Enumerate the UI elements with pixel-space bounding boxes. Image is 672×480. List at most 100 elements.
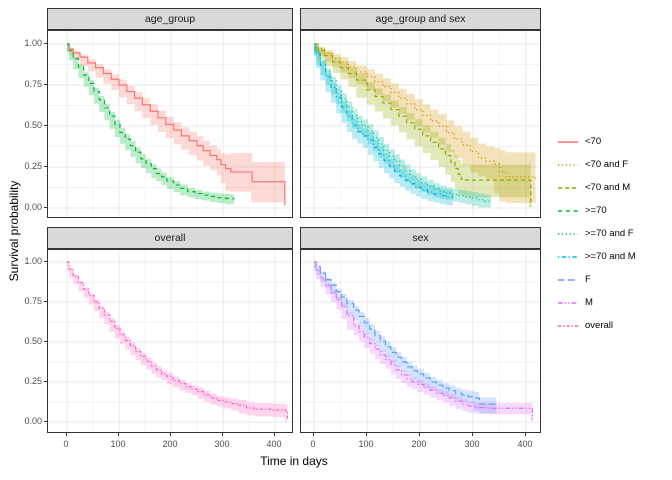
legend-key-line-ge70_F xyxy=(558,232,578,235)
confidence-band-overall xyxy=(67,262,288,422)
y-axis-tick xyxy=(44,260,47,262)
x-axis-tick xyxy=(273,433,275,436)
y-tick-label: 1.00 xyxy=(24,256,42,266)
x-axis-tick xyxy=(65,433,67,436)
x-axis-tick xyxy=(418,433,420,436)
legend-key-line-overall xyxy=(558,324,578,327)
confidence-band-M xyxy=(314,262,533,422)
x-tick-label: 200 xyxy=(162,439,178,449)
legend-key-line-ge70 xyxy=(558,209,578,212)
confidence-band-ge70_F xyxy=(314,44,492,208)
y-tick-label: 0.00 xyxy=(24,202,42,212)
facet-strip: sex xyxy=(300,227,541,249)
legend-label: overall xyxy=(585,320,613,331)
y-tick-label: 0.75 xyxy=(24,296,42,306)
plot-panel xyxy=(47,249,293,433)
y-axis-tick xyxy=(44,124,47,126)
legend-item-overall: overall xyxy=(558,314,636,337)
survival-curve-lt70_M xyxy=(314,43,532,207)
x-axis-tick xyxy=(471,433,473,436)
confidence-band-F xyxy=(314,262,497,414)
legend-key-line-M xyxy=(558,301,578,304)
x-axis-tick xyxy=(312,433,314,436)
y-tick-label: 0.25 xyxy=(24,376,42,386)
legend-key-line-lt70_F xyxy=(558,163,578,166)
survival-curves-svg xyxy=(301,31,540,217)
plot-panel xyxy=(47,30,293,218)
x-tick-label: 0 xyxy=(310,439,316,449)
y-tick-label: 0.50 xyxy=(24,120,42,130)
survival-curve-M xyxy=(314,261,533,421)
x-axis-tick xyxy=(524,433,526,436)
x-tick-label: 100 xyxy=(110,439,126,449)
legend-label: F xyxy=(585,274,591,285)
survival-curve-lt70 xyxy=(67,43,286,205)
survival-curve-ge70_M xyxy=(314,43,454,199)
y-tick-label: 0.25 xyxy=(24,161,42,171)
y-axis-tick xyxy=(44,42,47,44)
legend-label: <70 and M xyxy=(585,182,631,193)
y-tick-label: 0.50 xyxy=(24,336,42,346)
x-axis-title: Time in days xyxy=(260,454,328,468)
survival-curves-svg xyxy=(301,250,540,432)
x-tick-label: 100 xyxy=(358,439,374,449)
y-axis-title: Survival probability xyxy=(7,180,21,282)
facet-strip: age_group and sex xyxy=(300,8,541,30)
facet-label: age_group xyxy=(144,13,196,25)
legend-key-line-ge70_M xyxy=(558,255,578,258)
facet-strip: age_group xyxy=(47,8,293,30)
x-axis-tick xyxy=(117,433,119,436)
legend-item-lt70_F: <70 and F xyxy=(558,153,636,176)
x-tick-label: 200 xyxy=(411,439,427,449)
legend-item-lt70: <70 xyxy=(558,130,636,153)
survival-curve-F xyxy=(314,261,497,406)
legend-label: >=70 and M xyxy=(585,251,636,262)
legend-item-ge70_M: >=70 and M xyxy=(558,245,636,268)
legend-label: >=70 xyxy=(585,205,607,216)
y-axis-tick xyxy=(44,300,47,302)
legend-key-line-lt70_M xyxy=(558,186,578,189)
survival-curves-svg xyxy=(48,31,292,217)
x-axis-tick xyxy=(169,433,171,436)
y-tick-label: 0.00 xyxy=(24,416,42,426)
x-tick-label: 400 xyxy=(266,439,282,449)
confidence-band-lt70_F xyxy=(314,44,536,204)
legend-item-ge70: >=70 xyxy=(558,199,636,222)
facet-label: overall xyxy=(154,232,186,244)
x-axis-tick xyxy=(221,433,223,436)
legend-label: >=70 and F xyxy=(585,228,634,239)
facet-label: sex xyxy=(412,232,429,244)
legend-item-F: F xyxy=(558,268,636,291)
x-tick-label: 0 xyxy=(63,439,69,449)
legend-item-ge70_F: >=70 and F xyxy=(558,222,636,245)
legend-item-M: M xyxy=(558,291,636,314)
y-axis-tick xyxy=(44,420,47,422)
y-axis-tick xyxy=(44,340,47,342)
y-axis-tick xyxy=(44,206,47,208)
y-tick-label: 0.75 xyxy=(24,79,42,89)
legend-key-line-lt70 xyxy=(558,140,578,143)
survival-curve-ge70 xyxy=(67,43,235,200)
y-tick-label: 1.00 xyxy=(24,38,42,48)
facet-label: age_group and sex xyxy=(375,13,466,25)
confidence-band-ge70 xyxy=(67,44,234,205)
legend: <70 <70 and F <70 and M >=70 >=70 and F >=70 … xyxy=(558,130,636,337)
legend-label: <70 and F xyxy=(585,159,629,170)
plot-panel xyxy=(300,30,541,218)
legend-label: <70 xyxy=(585,136,602,147)
y-axis-tick xyxy=(44,380,47,382)
survival-curve-overall xyxy=(67,261,289,421)
legend-key-line-F xyxy=(558,278,578,281)
facet-strip: overall xyxy=(47,227,293,249)
plot-panel xyxy=(300,249,541,433)
survival-curves-svg xyxy=(48,250,292,432)
legend-label: M xyxy=(585,297,593,308)
x-tick-label: 400 xyxy=(517,439,533,449)
x-tick-label: 300 xyxy=(214,439,230,449)
confidence-band-lt70_M xyxy=(314,44,531,208)
y-axis-tick xyxy=(44,83,47,85)
legend-item-lt70_M: <70 and M xyxy=(558,176,636,199)
y-axis-tick xyxy=(44,165,47,167)
x-axis-tick xyxy=(365,433,367,436)
